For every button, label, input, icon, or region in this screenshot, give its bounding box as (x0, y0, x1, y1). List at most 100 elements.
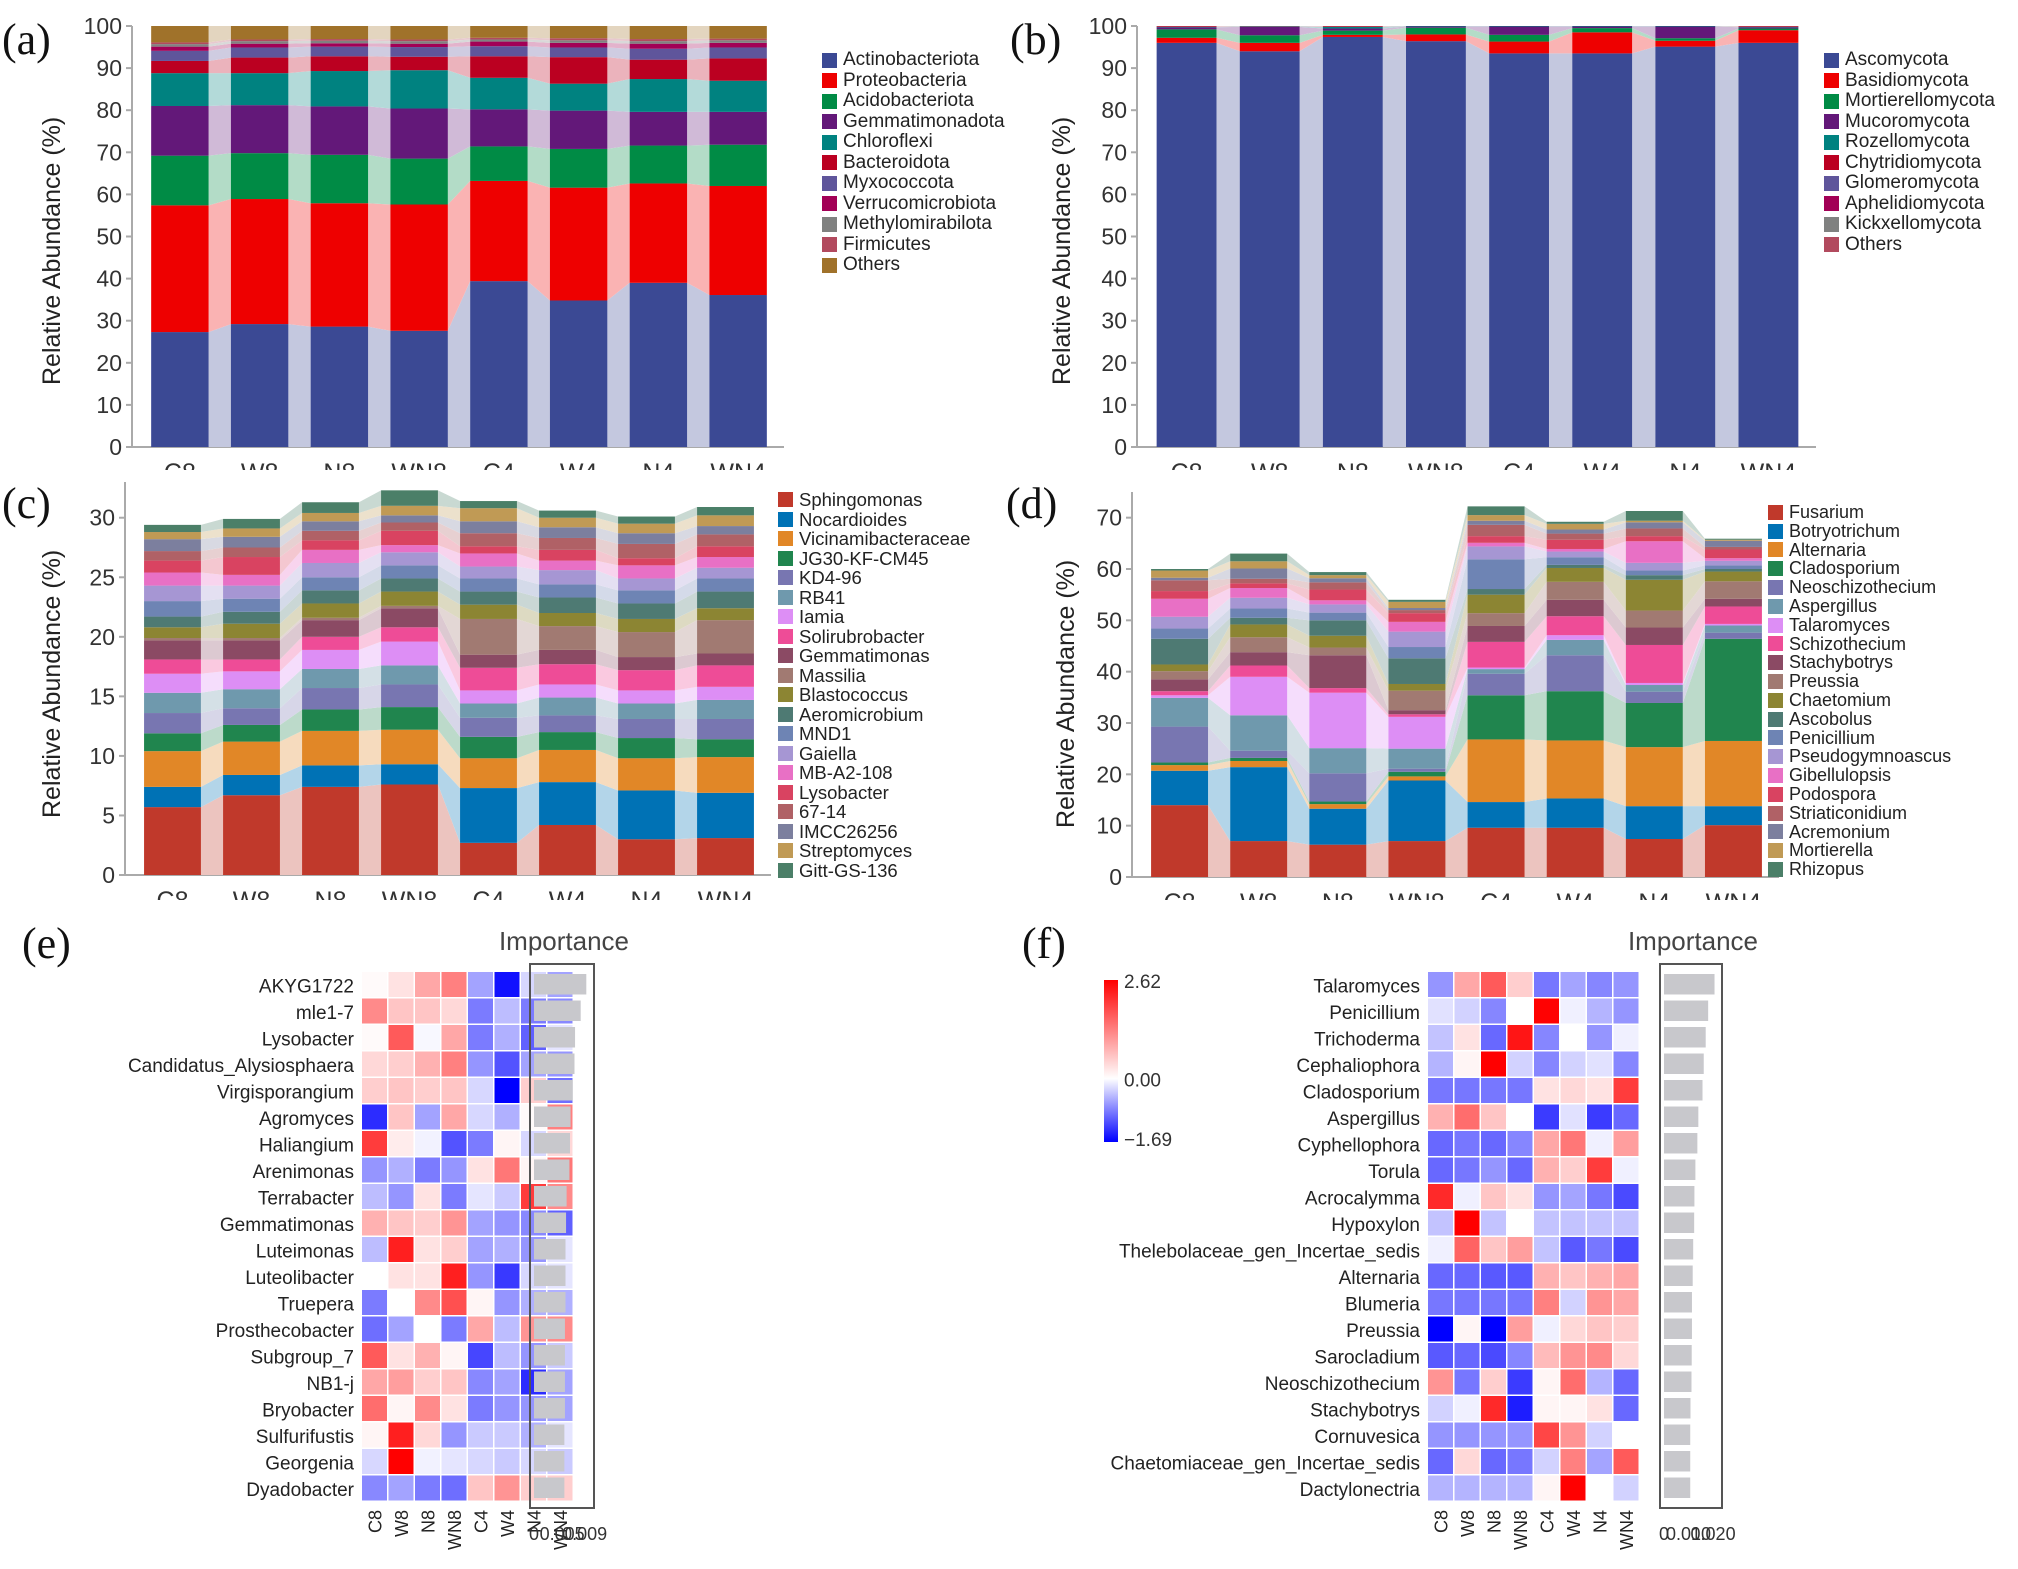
flow-podospora (1287, 583, 1310, 601)
flow-mucoromycota (1299, 26, 1323, 36)
bar-others-n8 (1322, 26, 1383, 27)
flow-striaticonidium (1603, 528, 1626, 540)
bar-nocardioides-wn4 (697, 792, 754, 839)
heat-cell-bryobacter-c4 (468, 1396, 493, 1421)
row-label-subgroup-7: Subgroup_7 (250, 1347, 354, 1368)
flow-firmicutes (368, 39, 391, 42)
legend-label: Actinobacteriota (843, 49, 980, 70)
bar-mucoromycota-w4 (1572, 26, 1633, 29)
flow-rhizopus (1287, 553, 1310, 576)
bar-rb41-w8 (223, 689, 280, 709)
flow-verrucomicrobiota (368, 43, 391, 48)
flow-iamia (279, 649, 303, 690)
importance-bar-acrocalymma (1664, 1186, 1695, 1207)
y-tick-label: 90 (96, 55, 122, 81)
heat-cell-trichoderma-w4 (1560, 1025, 1586, 1050)
bar-vicinamibacteraceae-c8 (144, 751, 201, 787)
legend-item-bacteroidota: Bacteroidota (822, 152, 1005, 174)
bar-mnd1-n8 (302, 577, 359, 591)
legend-label: Vicinamibacteraceae (799, 528, 971, 549)
bar-nocardioides-n4 (618, 790, 675, 840)
flow-ascomycota (1299, 36, 1323, 448)
flow-mnd1 (358, 565, 382, 591)
flow-verrucomicrobiota (447, 41, 471, 48)
bar-botryotrichum-c8 (1151, 770, 1209, 806)
bar-schizothecium-n8 (1309, 688, 1367, 693)
bar-acidobacteriota-n4 (629, 145, 688, 184)
legend-label: Gemmatimonas (799, 645, 930, 666)
heat-cell-alternaria-wn8 (1507, 1263, 1533, 1289)
bar-mb-a2-108-c4 (460, 553, 517, 567)
heat-cell-aspergillus-n4 (1587, 1104, 1612, 1130)
flow-schizothecium (1208, 665, 1231, 696)
bar-neoschizothecium-wn8 (1388, 768, 1446, 772)
legend-item-gitt-gs-136: Gitt-GS-136 (778, 860, 970, 881)
row-label-candidatus-alysiosphaera: Candidatus_Alysiosphaera (128, 1056, 354, 1077)
bar-mucoromycota-c8 (1156, 27, 1217, 30)
row-label-arenimonas: Arenimonas (253, 1162, 354, 1183)
flow-mortierellomycota (1548, 28, 1573, 42)
legend-label: RB41 (799, 586, 846, 608)
heat-cell-lysobacter-c4 (468, 1025, 493, 1050)
flow-kd4-96 (516, 715, 540, 737)
bar-nocardioides-w4 (539, 782, 596, 825)
bar-alternaria-wn4 (1704, 740, 1762, 807)
flow-striaticonidium (1287, 578, 1310, 590)
heat-cell-blumeria-c8 (1428, 1290, 1453, 1315)
heat-cell-akyg1722-w8 (388, 972, 414, 997)
bar-acidobacteriota-w8 (230, 153, 289, 200)
heat-cell-trichoderma-c4 (1534, 1025, 1559, 1050)
flow-neoschizothecium (1682, 632, 1705, 703)
legend-swatch (822, 52, 837, 68)
flow-mnd1 (595, 584, 619, 604)
bar-cladosporium-w4 (1546, 691, 1604, 741)
legend-label: Ascomycota (1845, 49, 1949, 70)
bar-jg30-kf-cm45-c8 (144, 733, 201, 752)
bar-aeromicrobium-wn8 (381, 578, 438, 592)
bar-alternaria-w4 (1546, 740, 1604, 799)
legend-swatch (1768, 711, 1783, 727)
bar-gitt-gs-136-n8 (302, 502, 359, 513)
bar-cladosporium-n8 (1309, 801, 1367, 805)
y-tick-label: 5 (102, 802, 115, 828)
heat-cell-torula-c4 (1534, 1157, 1559, 1183)
flow-blastococcus (674, 608, 698, 633)
bar-cladosporium-w8 (1230, 757, 1288, 761)
heat-cell-gemmatimonas-c4 (468, 1210, 493, 1236)
flow-botryotrichum (1287, 767, 1310, 845)
flow-ascomycota (1632, 46, 1656, 448)
heat-cell-dactylonectria-wn4 (1613, 1475, 1639, 1501)
heat-cell-chaetomiaceae-gen-incertae-sedis-w8 (1454, 1449, 1480, 1474)
flow-cladosporium (1208, 757, 1231, 766)
legend-item-cladosporium: Cladosporium (1768, 559, 1951, 578)
flow-botryotrichum (1445, 780, 1468, 842)
bar-preussia-n4 (1625, 610, 1683, 628)
flow-fusarium (1208, 805, 1231, 877)
legend-swatch (778, 843, 793, 859)
heat-cell-lysobacter-wn8 (441, 1025, 467, 1050)
bar-iamia-w4 (539, 684, 596, 698)
row-label-cephaliophora: Cephaliophora (1296, 1056, 1420, 1077)
bar-podospora-n4 (1625, 536, 1683, 542)
bar-ascobolus-wn4 (1704, 569, 1762, 572)
bar-proteobacteria-n4 (629, 183, 688, 283)
flow-botryotrichum (1524, 798, 1547, 828)
flow-rb41 (516, 697, 540, 718)
row-label-dyadobacter: Dyadobacter (246, 1480, 354, 1501)
flow-neoschizothecium (1445, 673, 1468, 772)
legend-item-striaticonidium: Striaticonidium (1768, 803, 1951, 823)
stacked-bar-chart-c: 051015202530C8W8N8WN8C4W4N4WN4 (89, 482, 771, 900)
bar-penicillium-w4 (1546, 557, 1604, 565)
bar-mucoromycota-n4 (1655, 26, 1716, 39)
flow-alternaria (1603, 740, 1626, 807)
legend-label: Alternaria (1789, 539, 1867, 560)
legend-item-others: Others (822, 254, 1005, 276)
bar-gemmatimonas-w8 (223, 640, 280, 660)
importance-tick-label: 0.009 (562, 1524, 607, 1544)
heat-cell-chaetomiaceae-gen-incertae-sedis-n4 (1587, 1449, 1612, 1474)
bar-gemmatimonadota-c8 (151, 105, 209, 156)
bar-chytridiomycota-wn4 (1738, 26, 1799, 27)
flow-ascobolus (1208, 617, 1231, 665)
flow-rhizopus (1603, 510, 1626, 524)
flow-vicinamibacteraceae (437, 729, 461, 789)
